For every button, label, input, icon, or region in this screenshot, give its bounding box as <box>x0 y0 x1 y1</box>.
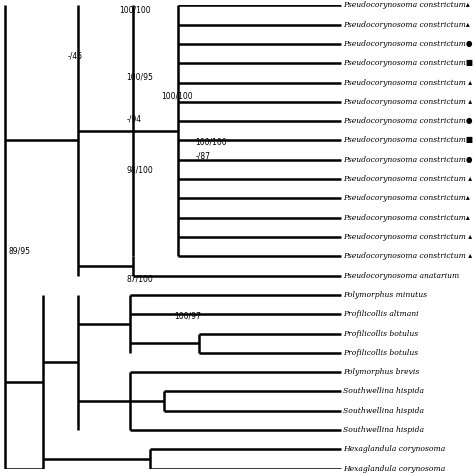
Text: -/45: -/45 <box>67 52 82 61</box>
Text: 100/100: 100/100 <box>161 91 192 100</box>
Text: Pseudocorynosoma constrictum▴: Pseudocorynosoma constrictum▴ <box>343 21 470 29</box>
Text: -/94: -/94 <box>126 114 141 123</box>
Text: Pseudocorynosoma constrictum▴: Pseudocorynosoma constrictum▴ <box>343 1 470 9</box>
Text: Pseudocorynosoma constrictum ▴: Pseudocorynosoma constrictum ▴ <box>343 252 472 260</box>
Text: Pseudocorynosoma anatarium: Pseudocorynosoma anatarium <box>343 272 459 280</box>
Text: Pseudocorynosoma constrictum■: Pseudocorynosoma constrictum■ <box>343 137 473 145</box>
Text: -/87: -/87 <box>195 151 210 160</box>
Text: 100/95: 100/95 <box>126 73 153 82</box>
Text: Pseudocorynosoma constrictum■: Pseudocorynosoma constrictum■ <box>343 59 473 67</box>
Text: Southwellina hispida: Southwellina hispida <box>343 407 424 415</box>
Text: 89/95: 89/95 <box>9 246 30 255</box>
Text: 98/100: 98/100 <box>126 165 153 174</box>
Text: Polymorphus brevis: Polymorphus brevis <box>343 368 419 376</box>
Text: Pseudocorynosoma constrictum●: Pseudocorynosoma constrictum● <box>343 40 472 48</box>
Text: Pseudocorynosoma constrictum▴: Pseudocorynosoma constrictum▴ <box>343 194 470 202</box>
Text: Pseudocorynosoma constrictum ▴: Pseudocorynosoma constrictum ▴ <box>343 175 472 183</box>
Text: Profilicollis botulus: Profilicollis botulus <box>343 349 418 357</box>
Text: Profilicollis altmani: Profilicollis altmani <box>343 310 419 318</box>
Text: Pseudocorynosoma constrictum ▴: Pseudocorynosoma constrictum ▴ <box>343 98 472 106</box>
Text: 87/100: 87/100 <box>126 274 153 283</box>
Text: Southwellina hispida: Southwellina hispida <box>343 387 424 395</box>
Text: Pseudocorynosoma constrictum●: Pseudocorynosoma constrictum● <box>343 117 472 125</box>
Text: Hexaglandula corynosoma: Hexaglandula corynosoma <box>343 445 445 453</box>
Text: Pseudocorynosoma constrictum●: Pseudocorynosoma constrictum● <box>343 156 472 164</box>
Text: Polymorphus minutus: Polymorphus minutus <box>343 291 427 299</box>
Text: 100/97: 100/97 <box>175 311 201 320</box>
Text: 100/100: 100/100 <box>119 6 150 15</box>
Text: 100/100: 100/100 <box>195 137 227 146</box>
Text: Pseudocorynosoma constrictum ▴: Pseudocorynosoma constrictum ▴ <box>343 79 472 87</box>
Text: Pseudocorynosoma constrictum▴: Pseudocorynosoma constrictum▴ <box>343 214 470 222</box>
Text: Hexaglandula corynosoma: Hexaglandula corynosoma <box>343 465 445 473</box>
Text: Pseudocorynosoma constrictum ▴: Pseudocorynosoma constrictum ▴ <box>343 233 472 241</box>
Text: Profilicollis botulus: Profilicollis botulus <box>343 329 418 337</box>
Text: Southwellina hispida: Southwellina hispida <box>343 426 424 434</box>
